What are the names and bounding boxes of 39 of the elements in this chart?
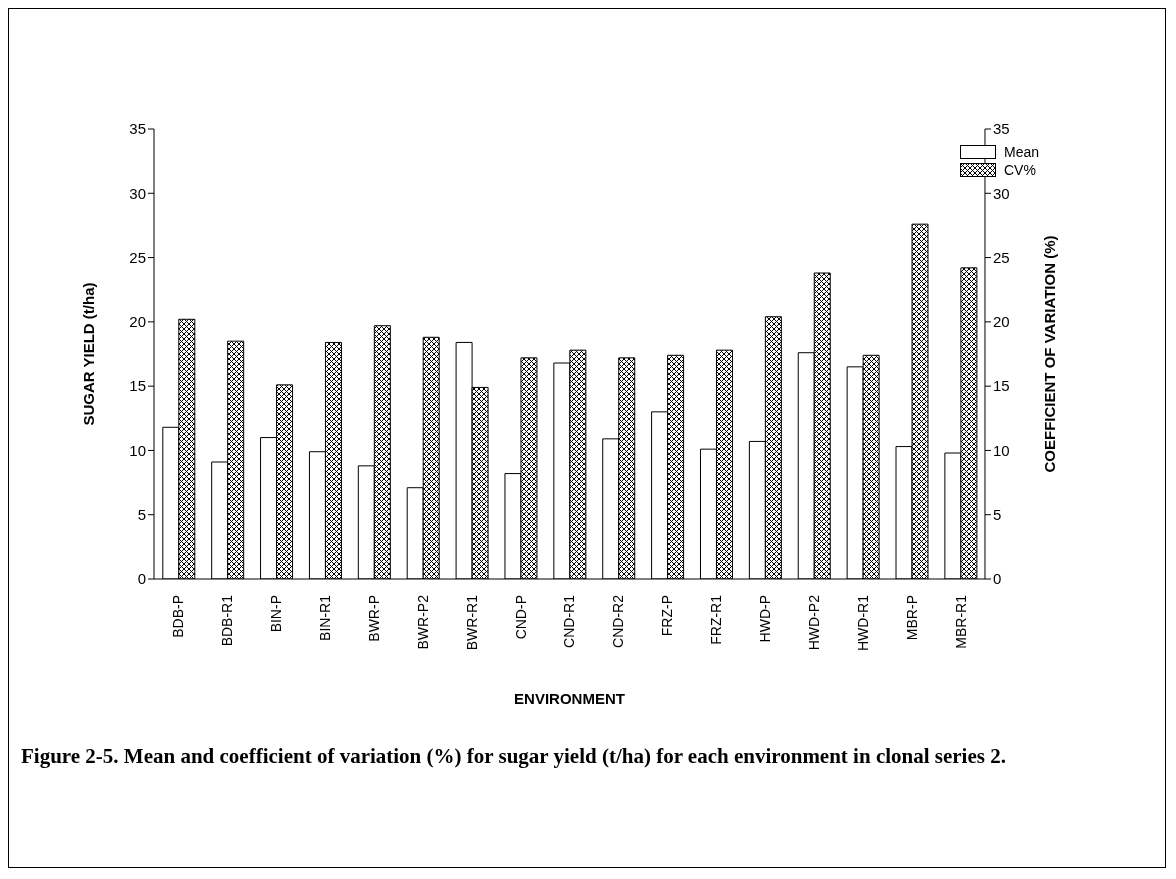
y2-axis-title: COEFFICIENT OF VARIATION (%)	[1041, 235, 1059, 473]
caption: Figure 2-5. Mean and coefficient of variation (%) for sugar yield (t/ha) for each environment in clonal series 2.	[21, 743, 1007, 770]
x-tick-label: MBR-R1	[952, 594, 969, 649]
x-tick-label: BWR-P2	[414, 594, 431, 650]
y2-tick-label: 5	[992, 506, 1002, 524]
y2-tick-label: 10	[992, 441, 1010, 459]
x-tick-label: HWD-P	[757, 595, 774, 643]
x-tick-label: HWD-P2	[805, 594, 822, 651]
x-tick-label: CND-R2	[610, 594, 627, 648]
legend-label: Mean	[1003, 144, 1039, 160]
x-tick-label: BDB-R1	[219, 594, 236, 647]
y-tick-label: 25	[129, 248, 146, 266]
x-tick-label: BWR-P	[365, 595, 382, 642]
legend-label: CV%	[1003, 162, 1036, 178]
y-tick-label: 0	[137, 570, 146, 588]
y2-tick-label: 0	[992, 570, 1002, 588]
x-tick-label: BIN-P	[268, 595, 285, 633]
y2-tick-label: 15	[992, 377, 1010, 395]
y2-tick-label: 20	[992, 313, 1010, 331]
x-tick-label: BDB-P	[170, 595, 187, 638]
x-tick-label: FRZ-P	[659, 595, 676, 637]
y-tick-label: 15	[129, 377, 146, 395]
y-tick-label: 10	[129, 441, 146, 459]
y-tick-label: 30	[129, 184, 146, 202]
y2-tick-label: 35	[992, 120, 1010, 138]
y-tick-label: 20	[129, 313, 146, 331]
y-tick-label: 35	[129, 120, 146, 138]
y2-tick-label: 30	[992, 184, 1010, 202]
x-tick-label: MBR-P	[903, 595, 920, 641]
x-tick-label: CND-R1	[561, 594, 578, 648]
x-tick-label: BIN-R1	[317, 594, 334, 641]
x-axis-title: ENVIRONMENT	[514, 690, 625, 707]
x-tick-label: FRZ-R1	[708, 594, 725, 645]
y-tick-label: 5	[137, 506, 146, 524]
y-axis-title: SUGAR YIELD (t/ha)	[80, 282, 98, 426]
x-tick-label: HWD-R1	[854, 594, 871, 651]
x-tick-label: BWR-R1	[463, 594, 480, 651]
x-tick-label: CND-P	[512, 595, 529, 640]
y2-tick-label: 25	[992, 248, 1010, 266]
